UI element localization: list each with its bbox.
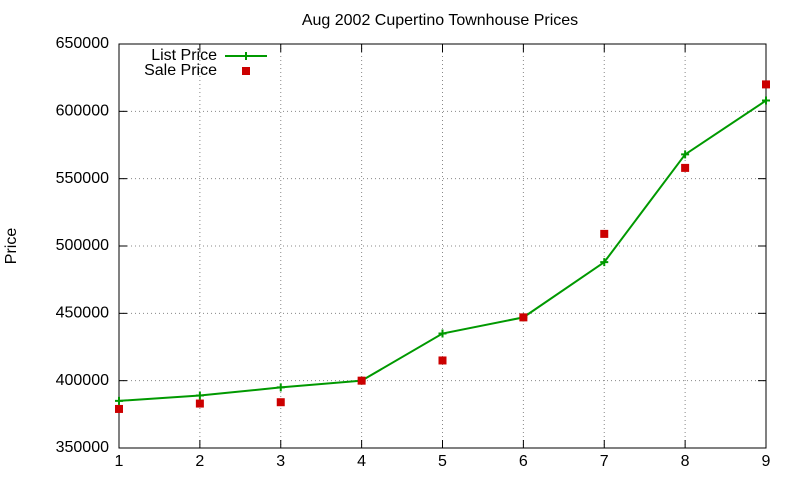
x-tick-label: 9 [762,453,771,470]
legend-label: Sale Price [144,62,217,79]
point [600,229,609,238]
x-tick-label: 2 [195,453,204,470]
point [357,376,366,385]
point [242,67,250,75]
point [762,80,770,89]
y-tick-label: 350000 [56,439,109,456]
point [519,313,528,322]
y-tick-label: 550000 [56,170,109,187]
x-tick-label: 3 [276,453,285,470]
point [115,396,123,405]
point [762,96,770,105]
point [242,52,250,60]
legend-label: List Price [151,47,217,64]
point [195,391,204,400]
x-tick-label: 7 [600,453,609,470]
point [438,329,447,338]
x-tick-label: 5 [438,453,447,470]
y-tick-label: 500000 [56,237,109,254]
y-tick-label: 650000 [56,35,109,52]
x-tick-label: 4 [357,453,366,470]
point [681,150,690,159]
x-tick-label: 8 [681,453,690,470]
point [600,258,609,267]
y-tick-label: 600000 [56,103,109,120]
point [115,404,123,413]
plot-border [118,43,767,449]
y-tick-label: 400000 [56,372,109,389]
line [118,99,767,402]
point [195,399,204,408]
x-tick-label: 6 [519,453,528,470]
point [276,398,285,407]
point [681,163,690,172]
chart-title: Aug 2002 Cupertino Townhouse Prices [302,12,578,29]
y-tick-label: 450000 [56,305,109,322]
x-tick-label: 1 [115,453,124,470]
point [438,356,447,365]
y-axis-label: Price [3,228,20,265]
point [276,383,285,392]
